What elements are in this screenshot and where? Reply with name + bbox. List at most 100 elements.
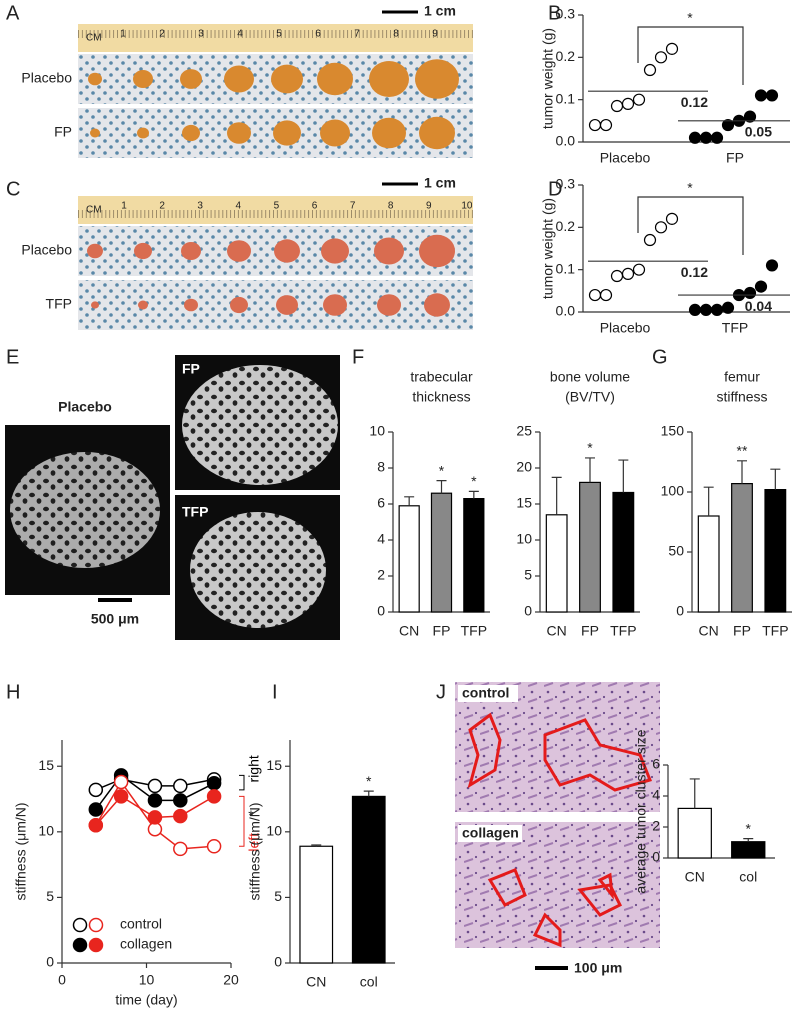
- ruler-number: 6: [315, 29, 321, 40]
- point: [206, 776, 222, 791]
- y-tick-label: 15: [516, 495, 532, 511]
- y-tick-label: 0.0: [556, 303, 576, 319]
- error-bar: [404, 496, 415, 506]
- error-bar: [585, 457, 595, 483]
- ruler: [78, 24, 473, 52]
- mean-label: 0.12: [681, 264, 708, 280]
- mean-label: 0.04: [745, 298, 772, 314]
- chart-title: stiffness: [716, 389, 767, 405]
- tumor: [180, 69, 202, 89]
- tumor: [372, 117, 406, 149]
- scale-label: 1 cm: [424, 175, 456, 191]
- y-tick-label: 5: [524, 567, 532, 583]
- dot: [654, 51, 668, 64]
- y-tick-label: 0: [274, 954, 282, 970]
- x-tick-label: FP: [433, 623, 451, 639]
- chart-title: bone volume: [550, 369, 630, 385]
- y-tick-label: 5: [46, 888, 54, 904]
- y-tick-label: 0.2: [556, 218, 576, 234]
- panel-label: C: [6, 178, 20, 200]
- ruler-number: 7: [354, 29, 360, 40]
- point: [88, 782, 104, 798]
- error-bar: [363, 790, 374, 797]
- point: [147, 778, 163, 794]
- histology-label: collagen: [462, 825, 519, 841]
- y-tick-label: 0.1: [556, 260, 576, 276]
- y-tick-label: 0.3: [556, 176, 576, 192]
- significance: *: [687, 180, 693, 196]
- panel-label: B: [548, 2, 561, 24]
- y-tick-label: 0.0: [556, 133, 576, 149]
- dot: [599, 288, 613, 302]
- dot: [721, 118, 735, 132]
- tumor: [274, 239, 300, 263]
- tumor: [369, 61, 409, 97]
- side-bracket: [239, 795, 245, 847]
- tumor: [90, 128, 100, 138]
- histology: [455, 682, 660, 812]
- y-tick-label: 25: [516, 423, 532, 439]
- panel-label: A: [6, 2, 20, 24]
- y-tick-label: 0: [46, 954, 54, 970]
- y-tick-label: 150: [661, 423, 685, 439]
- y-tick-label: 2: [652, 818, 660, 834]
- ruler-number: 10: [461, 201, 473, 212]
- y-tick-label: 5: [274, 888, 282, 904]
- ruler-number: 1: [120, 29, 126, 40]
- dot: [699, 131, 713, 144]
- tumor: [317, 62, 353, 96]
- ruler-unit: CM: [86, 205, 102, 216]
- point: [173, 841, 188, 857]
- ruler-number: 4: [237, 29, 243, 40]
- tumor: [134, 242, 152, 260]
- panel-label: G: [652, 346, 668, 368]
- significance-bracket: [637, 26, 744, 85]
- tumor: [320, 119, 350, 147]
- bar: [299, 845, 334, 964]
- tumor: [419, 116, 455, 150]
- error-bar: [436, 480, 447, 494]
- chart-title: (BV/TV): [565, 389, 615, 405]
- dot: [765, 89, 779, 102]
- point: [88, 802, 104, 817]
- legend-label: control: [120, 916, 162, 932]
- ruler-number: 2: [159, 29, 165, 40]
- ruler-number: 4: [236, 201, 242, 212]
- y-tick-label: 0.3: [556, 6, 576, 22]
- bar: [545, 514, 568, 613]
- x-tick-label: CN: [685, 869, 705, 885]
- tumor: [323, 294, 347, 316]
- legend-label: collagen: [120, 936, 172, 952]
- dot: [632, 93, 646, 106]
- tumor: [415, 59, 459, 99]
- point: [173, 808, 188, 824]
- bone-render: [10, 452, 160, 568]
- scale-label: 1 cm: [424, 3, 456, 19]
- tumor: [377, 294, 401, 316]
- x-tick-label: TFP: [762, 623, 788, 639]
- ruler-unit: CM: [86, 33, 102, 44]
- bar: [612, 491, 635, 613]
- x-tick-label: 20: [223, 972, 239, 988]
- tumor: [374, 237, 404, 265]
- y-tick-label: 6: [652, 756, 660, 772]
- y-axis-label: average tumor cluster size: [633, 729, 649, 893]
- ruler-number: 5: [276, 29, 282, 40]
- tumor: [181, 242, 201, 260]
- tumor: [88, 72, 102, 86]
- point: [206, 789, 222, 804]
- tumor: [276, 295, 298, 315]
- x-tick-label: FP: [733, 623, 751, 639]
- bar: [579, 481, 601, 613]
- legend-marker: [72, 937, 88, 953]
- dot: [621, 267, 635, 280]
- point: [206, 839, 222, 854]
- dot: [643, 63, 657, 77]
- dot: [643, 233, 657, 247]
- error-bar: [468, 490, 479, 499]
- bar: [731, 841, 766, 859]
- tumor-outline: [467, 712, 653, 948]
- x-axis-label: time (day): [115, 992, 177, 1008]
- y-axis-label: tumor weight (g): [540, 28, 556, 129]
- dot: [754, 280, 768, 293]
